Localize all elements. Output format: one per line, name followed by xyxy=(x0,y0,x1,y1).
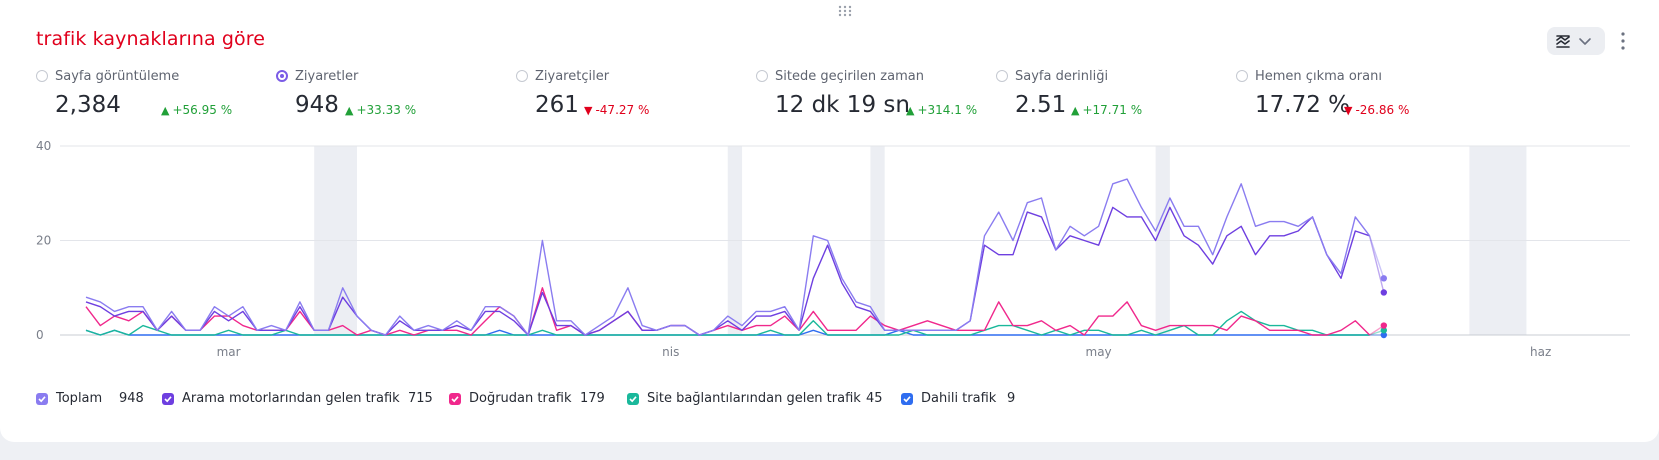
x-tick-label: nis xyxy=(662,345,679,359)
series-end-point-0 xyxy=(1380,275,1388,282)
metric-label[interactable]: Ziyaretler xyxy=(295,69,359,84)
checkbox-checked-icon[interactable] xyxy=(162,393,174,405)
more-options-icon[interactable] xyxy=(1617,30,1629,52)
series-line-3 xyxy=(85,310,1370,336)
metric-delta: ▼ -47.27 % xyxy=(584,103,650,117)
series-partial-segment-1 xyxy=(1368,235,1385,293)
metric-radio-selected[interactable] xyxy=(276,70,288,82)
legend-total: 45 xyxy=(866,391,883,406)
traffic-sources-widget: trafik kaynaklarına göre Sayfa görüntüle… xyxy=(0,0,1659,442)
metric-radio[interactable] xyxy=(516,70,528,82)
y-tick-label: 40 xyxy=(36,139,51,153)
metric-label[interactable]: Ziyaretçiler xyxy=(535,69,610,84)
arrow-down-icon: ▼ xyxy=(1344,104,1353,117)
metric-label[interactable]: Sitede geçirilen zaman xyxy=(775,69,924,84)
metric-delta: ▲ +56.95 % xyxy=(161,103,233,117)
metric-radio[interactable] xyxy=(756,70,768,82)
x-tick-label: haz xyxy=(1530,345,1551,359)
series-line-2 xyxy=(85,287,1371,336)
y-tick-label: 0 xyxy=(36,328,44,342)
metric-label[interactable]: Hemen çıkma oranı xyxy=(1255,69,1382,84)
legend-total: 179 xyxy=(580,391,605,406)
checkbox-checked-icon[interactable] xyxy=(449,393,461,405)
checkbox-checked-icon[interactable] xyxy=(901,393,913,405)
legend-label: Arama motorlarından gelen trafik xyxy=(182,391,400,406)
legend-total: 9 xyxy=(1007,391,1016,406)
series-end-point-3 xyxy=(1380,327,1388,334)
legend-label: Toplam xyxy=(56,391,103,406)
legend-label: Doğrudan trafik xyxy=(469,391,572,406)
drag-handle-icon[interactable] xyxy=(838,5,852,17)
series-line-1 xyxy=(85,206,1370,336)
metric-value: 17.72 % xyxy=(1255,92,1351,118)
metric-radio[interactable] xyxy=(36,70,48,82)
series-line-0 xyxy=(85,178,1371,336)
metric-radio[interactable] xyxy=(1236,70,1248,82)
metric-value: 261 xyxy=(535,92,579,118)
arrow-up-icon: ▲ xyxy=(161,104,170,117)
arrow-up-icon: ▲ xyxy=(1071,104,1080,117)
metric-value: 2,384 xyxy=(55,92,121,118)
widget-title: trafik kaynaklarına göre xyxy=(36,28,266,50)
series-end-point-1 xyxy=(1380,289,1388,296)
metric-label[interactable]: Sayfa görüntüleme xyxy=(55,69,180,84)
series-end-point-2 xyxy=(1380,322,1388,329)
metric-value: 12 dk 19 sn xyxy=(775,92,910,118)
metric-label[interactable]: Sayfa derinliği xyxy=(1015,69,1109,84)
series-partial-segment-0 xyxy=(1368,235,1385,279)
legend-label: Dahili trafik xyxy=(921,391,997,406)
metric-delta: ▼ -26.86 % xyxy=(1344,103,1410,117)
metric-delta: ▲ +33.33 % xyxy=(345,103,417,117)
checkbox-checked-icon[interactable] xyxy=(36,393,48,405)
metric-value: 948 xyxy=(295,92,339,118)
x-tick-label: mar xyxy=(217,345,241,359)
legend-total: 948 xyxy=(119,391,144,406)
metric-delta: ▲ +314.1 % xyxy=(906,103,978,117)
traffic-line-chart[interactable]: 40 20 0 mar nis may haz xyxy=(0,130,1659,362)
metric-value: 2.51 xyxy=(1015,92,1067,118)
arrow-up-icon: ▲ xyxy=(906,104,915,117)
checkbox-checked-icon[interactable] xyxy=(627,393,639,405)
chart-type-button[interactable] xyxy=(1547,27,1605,55)
chart-lines-icon xyxy=(1556,35,1591,48)
legend-label: Site bağlantılarından gelen trafik xyxy=(647,391,861,406)
x-tick-label: may xyxy=(1086,345,1112,359)
arrow-down-icon: ▼ xyxy=(584,104,593,117)
arrow-up-icon: ▲ xyxy=(345,104,354,117)
y-tick-label: 20 xyxy=(36,234,51,248)
series-end-point-4 xyxy=(1380,331,1388,339)
metric-radio[interactable] xyxy=(996,70,1008,82)
metric-delta: ▲ +17.71 % xyxy=(1071,103,1143,117)
legend-total: 715 xyxy=(408,391,433,406)
